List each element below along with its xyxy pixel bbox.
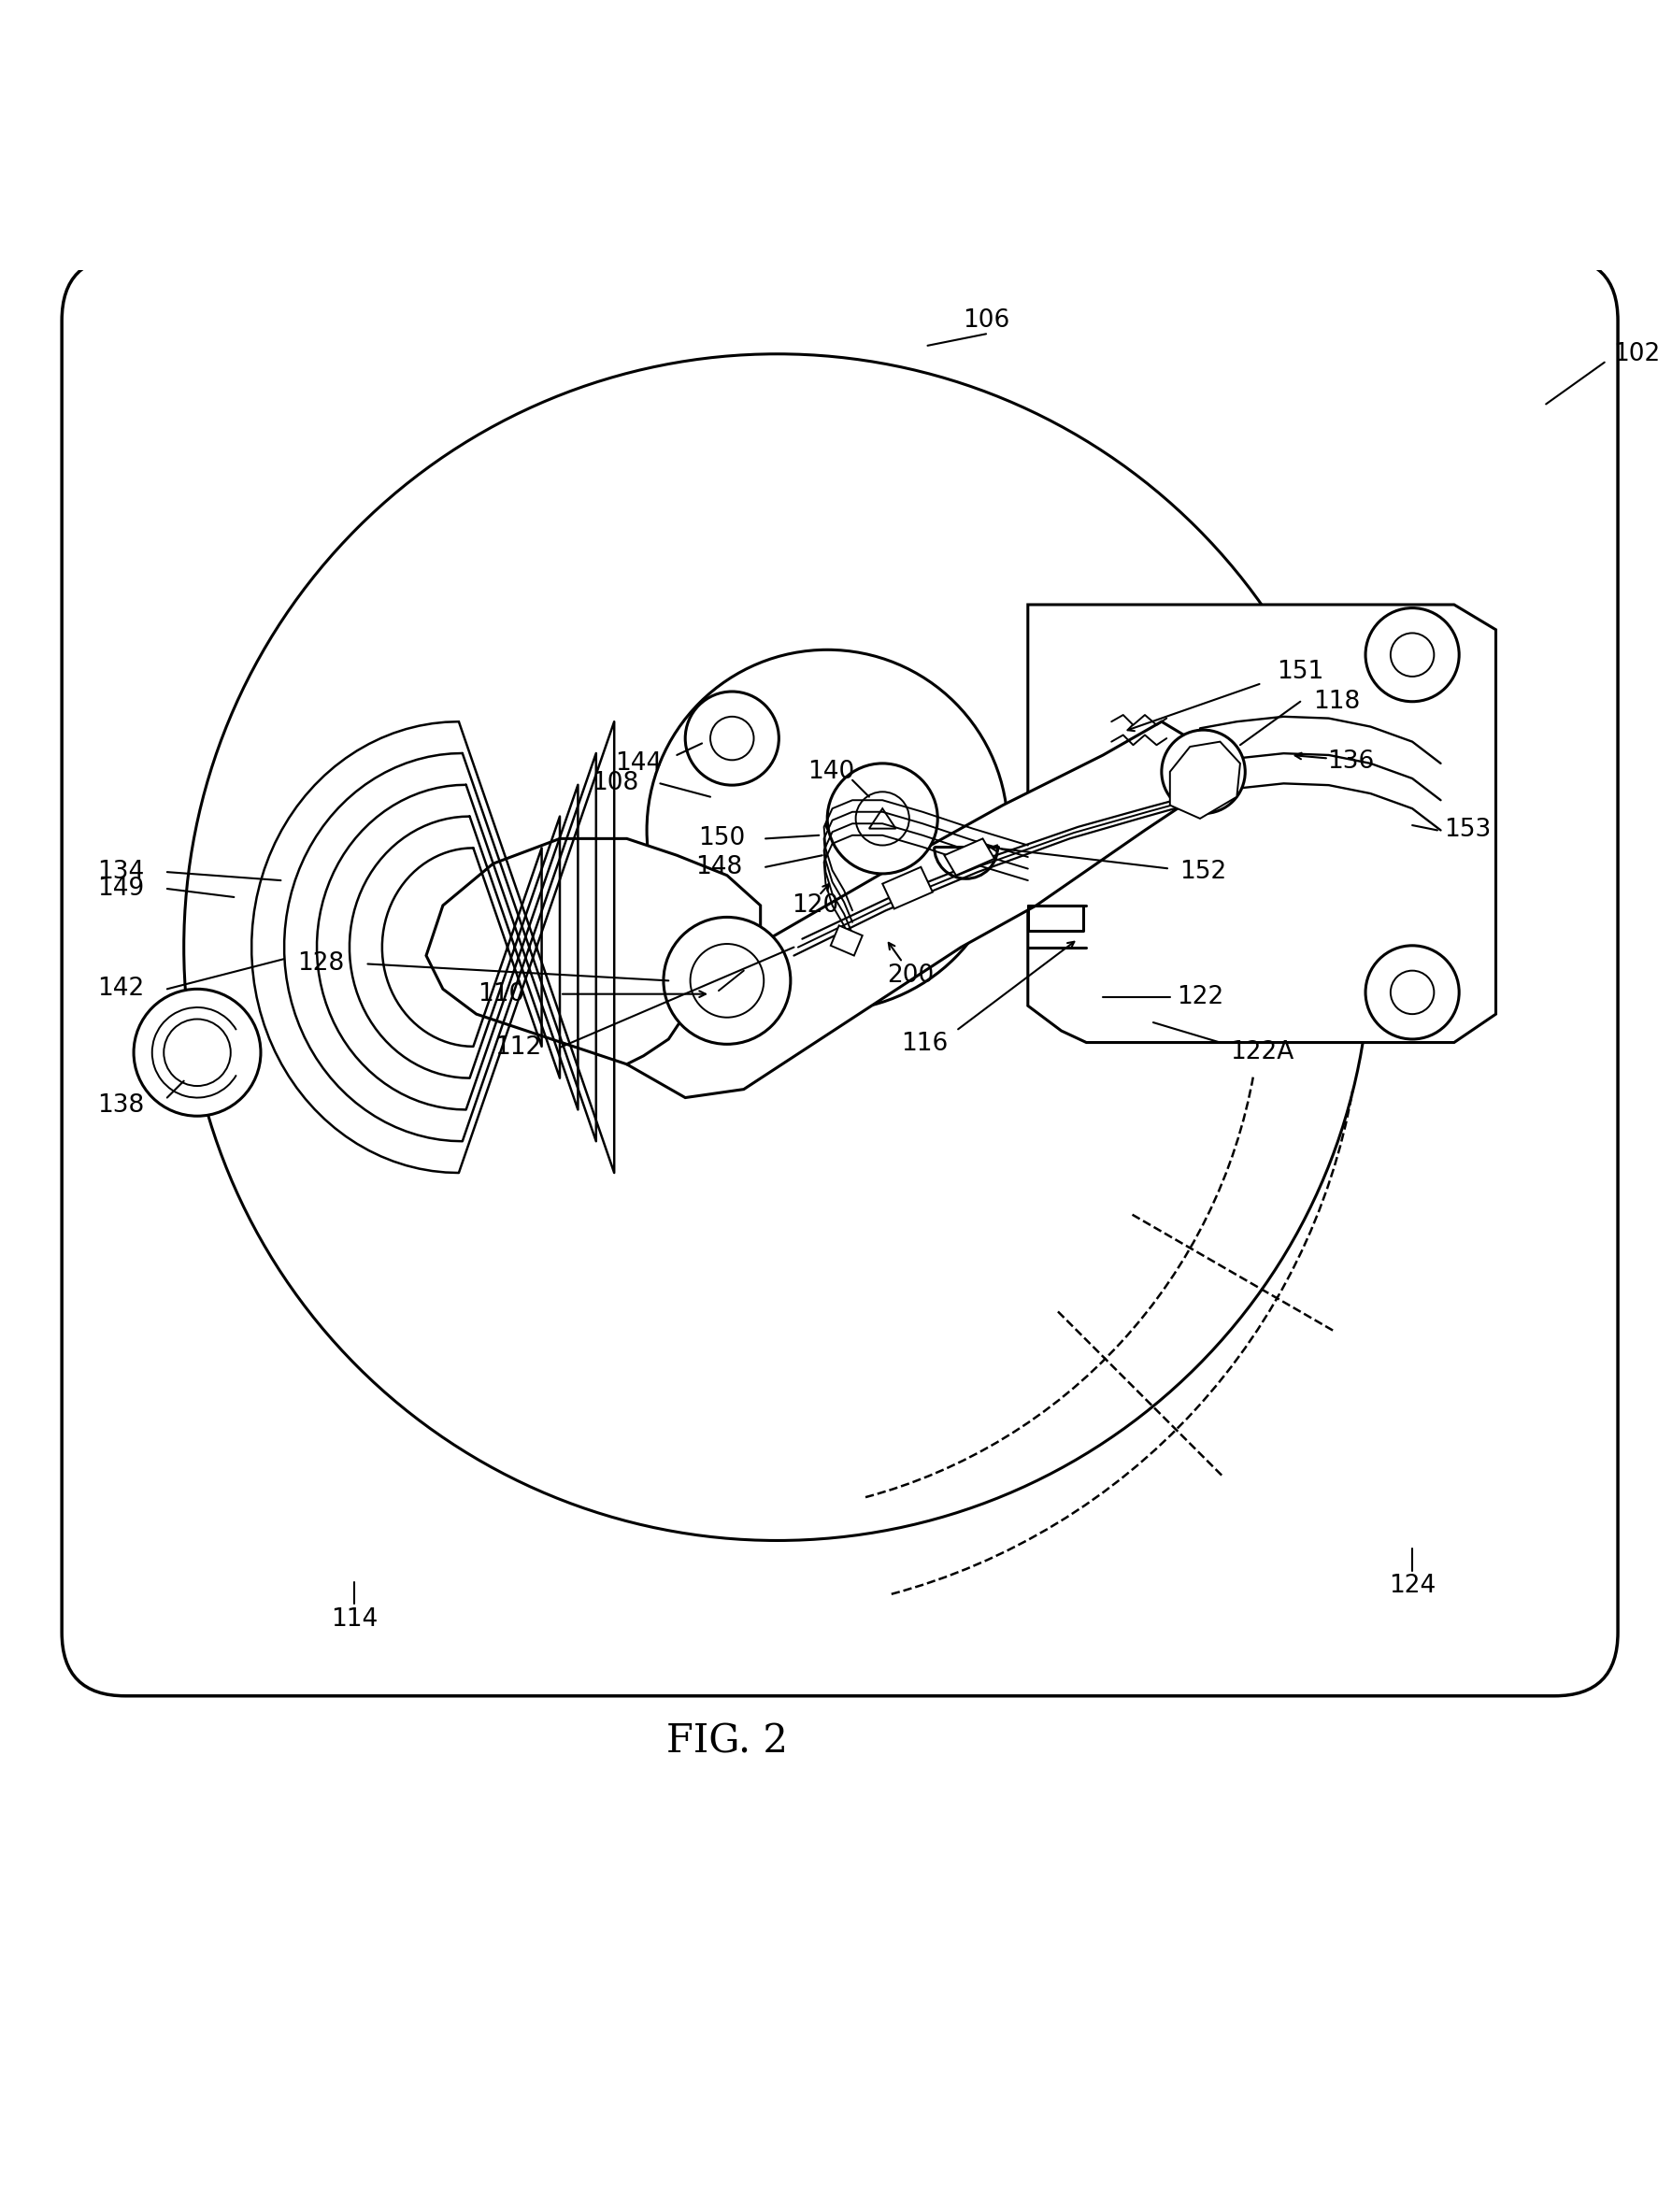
Circle shape: [691, 945, 764, 1018]
Circle shape: [184, 354, 1369, 1540]
Polygon shape: [1027, 604, 1495, 1042]
Circle shape: [828, 763, 936, 874]
Text: 136: 136: [1326, 750, 1373, 774]
Circle shape: [686, 692, 779, 785]
Circle shape: [1364, 608, 1458, 701]
Circle shape: [1389, 971, 1433, 1013]
Text: 122: 122: [1175, 984, 1222, 1009]
Polygon shape: [831, 925, 863, 956]
Circle shape: [664, 918, 791, 1044]
Text: 140: 140: [806, 759, 854, 783]
Polygon shape: [881, 867, 931, 909]
Circle shape: [856, 792, 908, 845]
Circle shape: [1364, 945, 1458, 1040]
FancyBboxPatch shape: [62, 257, 1617, 1697]
Text: 118: 118: [1313, 690, 1359, 714]
Text: 149: 149: [97, 876, 144, 900]
Polygon shape: [1169, 741, 1239, 818]
Text: 200: 200: [886, 964, 935, 989]
Polygon shape: [426, 838, 761, 1064]
Polygon shape: [943, 838, 993, 876]
Circle shape: [1160, 730, 1244, 814]
Text: 112: 112: [495, 1035, 542, 1060]
Text: 153: 153: [1443, 818, 1490, 843]
Circle shape: [134, 989, 261, 1117]
Text: 138: 138: [97, 1095, 144, 1117]
Text: 106: 106: [961, 307, 1008, 332]
Text: 148: 148: [696, 854, 742, 878]
Text: FIG. 2: FIG. 2: [665, 1721, 788, 1761]
Text: 116: 116: [900, 1033, 948, 1057]
Text: 102: 102: [1612, 343, 1659, 367]
Text: 114: 114: [331, 1606, 378, 1630]
Text: 110: 110: [478, 982, 525, 1006]
Text: 142: 142: [97, 978, 144, 1002]
Text: 150: 150: [699, 827, 746, 852]
Text: 120: 120: [793, 894, 839, 918]
Text: 144: 144: [615, 752, 662, 776]
Circle shape: [826, 818, 839, 832]
Text: 151: 151: [1276, 659, 1323, 684]
Text: 124: 124: [1388, 1573, 1435, 1597]
Text: 134: 134: [97, 860, 144, 885]
Circle shape: [1389, 633, 1433, 677]
Text: 122A: 122A: [1229, 1040, 1292, 1064]
Circle shape: [711, 717, 754, 761]
Text: 108: 108: [592, 772, 639, 796]
Circle shape: [647, 650, 1007, 1011]
Polygon shape: [869, 810, 895, 830]
Text: 128: 128: [298, 951, 344, 975]
Polygon shape: [627, 721, 1202, 1097]
Text: 152: 152: [1179, 860, 1226, 885]
Circle shape: [164, 1020, 231, 1086]
